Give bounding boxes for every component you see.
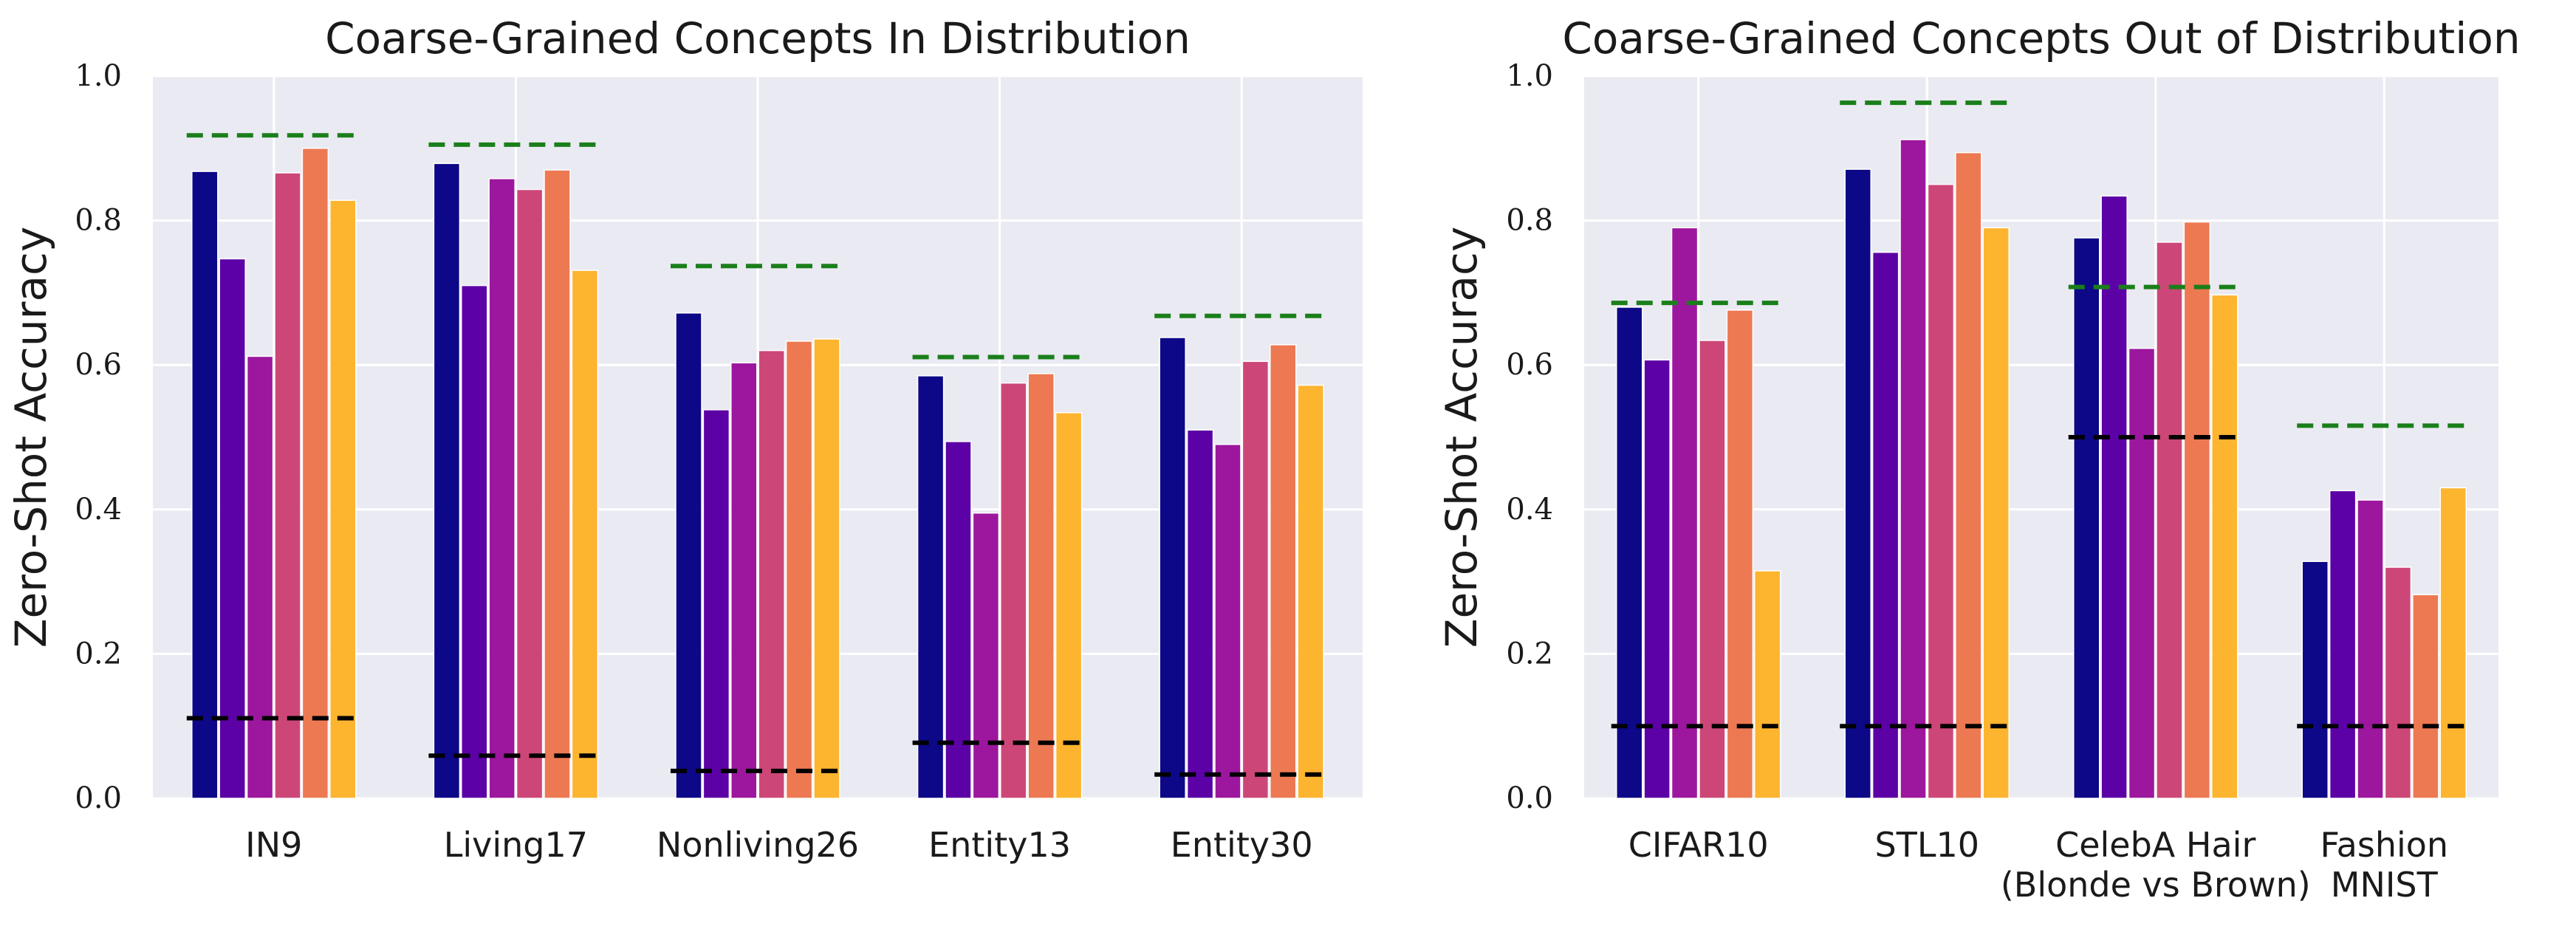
- bar: [1270, 344, 1297, 799]
- bar: [1726, 309, 1754, 799]
- bar: [1297, 384, 1324, 799]
- bar: [461, 284, 488, 799]
- chart-panel-out-of-distribution: 0.0 0.2 0.4 0.6 0.8 1.0 CIFAR10 STL10 CelebA Hai…: [1436, 13, 2521, 905]
- y-tick-label: 0.4: [75, 493, 122, 527]
- bar: [2329, 490, 2357, 799]
- bar: [1754, 570, 1781, 799]
- bar: [1671, 227, 1699, 799]
- x-tick-label: MNIST: [2331, 865, 2439, 905]
- x-tick-label: CIFAR10: [1628, 825, 1769, 865]
- bar: [1955, 151, 1982, 799]
- bar: [1844, 168, 1871, 799]
- bar: [191, 171, 219, 799]
- bar: [488, 178, 515, 799]
- y-axis-label: Zero-Shot Accuracy: [1436, 227, 1487, 648]
- bar: [917, 375, 945, 799]
- bar: [2128, 347, 2156, 799]
- x-tick-label: IN9: [245, 825, 302, 865]
- y-tick-label: 1.0: [75, 59, 122, 93]
- bar: [675, 312, 702, 799]
- bar: [246, 355, 274, 799]
- x-tick-label: Nonliving26: [657, 825, 859, 865]
- bar: [702, 409, 730, 799]
- bar: [785, 340, 813, 799]
- bar: [1055, 411, 1083, 799]
- bar: [1027, 373, 1055, 799]
- x-tick-label: (Blonde vs Brown): [2001, 865, 2311, 905]
- chart-panel-in-distribution: 0.0 0.2 0.4 0.6 0.8 1.0 IN9 Living17 Nonliving26…: [6, 13, 1363, 865]
- bar: [2211, 294, 2238, 799]
- bar: [1643, 359, 1671, 799]
- y-tick-label: 0.8: [1506, 204, 1553, 238]
- bar: [515, 188, 544, 799]
- y-tick-label: 0.8: [75, 204, 122, 238]
- y-tick-label: 0.0: [1506, 781, 1553, 815]
- bar: [2412, 594, 2439, 799]
- bar: [1214, 444, 1241, 799]
- chart-title: Coarse-Grained Concepts Out of Distribut…: [1562, 13, 2520, 64]
- bar: [2156, 241, 2183, 799]
- bar: [544, 169, 571, 799]
- bar: [2183, 221, 2211, 799]
- y-tick-label: 0.0: [75, 781, 122, 815]
- bar: [2357, 499, 2384, 799]
- x-tick-label: Entity30: [1171, 825, 1313, 865]
- bar: [1616, 306, 1643, 799]
- bar: [571, 270, 599, 799]
- x-tick-label: CelebA Hair: [2055, 825, 2255, 865]
- bar: [329, 199, 357, 799]
- bar: [1241, 360, 1270, 799]
- bar: [1186, 429, 1214, 799]
- bar: [730, 362, 758, 799]
- y-tick-label: 0.2: [75, 637, 122, 671]
- bar: [972, 512, 1000, 799]
- bar: [1900, 139, 1927, 799]
- bar: [945, 441, 972, 799]
- x-tick-label: Fashion: [2320, 825, 2448, 865]
- chart-title: Coarse-Grained Concepts In Distribution: [325, 13, 1191, 64]
- x-tick-label: STL10: [1875, 825, 1979, 865]
- bar: [813, 338, 840, 799]
- y-tick-label: 0.2: [1506, 637, 1553, 671]
- bar: [1982, 227, 2010, 799]
- y-tick-label: 0.6: [75, 348, 122, 382]
- x-tick-label: Living17: [444, 825, 588, 865]
- bar: [301, 148, 329, 799]
- bar: [433, 162, 461, 799]
- bar: [2384, 566, 2412, 799]
- bar: [2100, 195, 2128, 799]
- y-tick-label: 1.0: [1506, 59, 1553, 93]
- bar: [2073, 237, 2100, 799]
- bar: [274, 172, 301, 799]
- y-axis-label: Zero-Shot Accuracy: [6, 227, 56, 648]
- bar: [2301, 561, 2329, 799]
- bar: [2439, 487, 2467, 799]
- bar: [758, 349, 785, 799]
- bar: [1000, 382, 1027, 799]
- bar: [219, 258, 246, 799]
- bar: [1927, 183, 1955, 799]
- bar: [1871, 251, 1900, 799]
- bar: [1699, 340, 1726, 799]
- x-tick-label: Entity13: [928, 825, 1071, 865]
- y-tick-label: 0.6: [1506, 348, 1553, 382]
- bar: [1159, 337, 1186, 799]
- y-tick-label: 0.4: [1506, 493, 1553, 527]
